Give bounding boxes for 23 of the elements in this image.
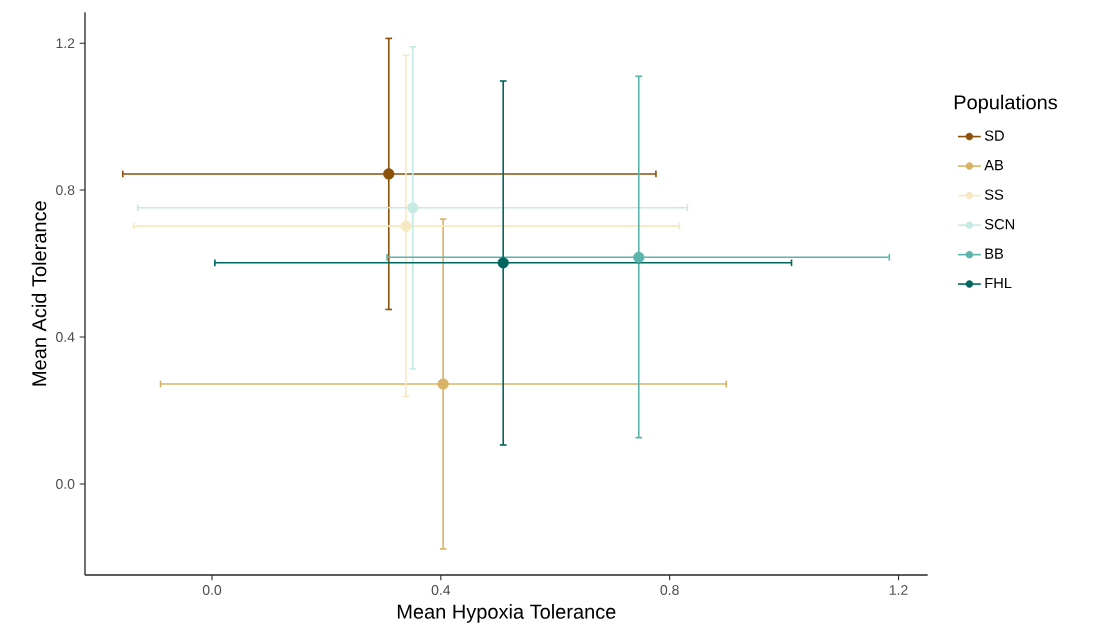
- x-tick-label: 0.4: [431, 585, 451, 595]
- point: [383, 168, 395, 180]
- legend-label: SD: [984, 130, 1004, 141]
- legend-label: FHL: [985, 278, 1012, 289]
- y-tick-label: 1.2: [56, 38, 75, 49]
- x-axis-title: Mean Hypoxia Tolerance: [397, 604, 616, 623]
- point: [407, 202, 419, 214]
- legend-label: BB: [985, 248, 1004, 259]
- y-tick-label: 0.4: [56, 332, 75, 342]
- point: [497, 257, 509, 269]
- y-axis-title: Mean Acid Tolerance: [31, 201, 47, 386]
- y-tick-label: 0.8: [56, 185, 75, 196]
- legend-label: SS: [984, 189, 1004, 200]
- legend-label: SCN: [984, 219, 1015, 230]
- point: [437, 378, 449, 390]
- x-tick-label: 0.8: [660, 585, 679, 595]
- point: [400, 220, 412, 232]
- x-tick-label: 1.2: [889, 585, 908, 595]
- legend-label: AB: [984, 160, 1004, 171]
- y-tick-label: 0.0: [56, 478, 75, 489]
- point: [633, 251, 645, 263]
- legend-title: Populations: [954, 94, 1057, 114]
- x-tick-label: 0.0: [202, 585, 222, 595]
